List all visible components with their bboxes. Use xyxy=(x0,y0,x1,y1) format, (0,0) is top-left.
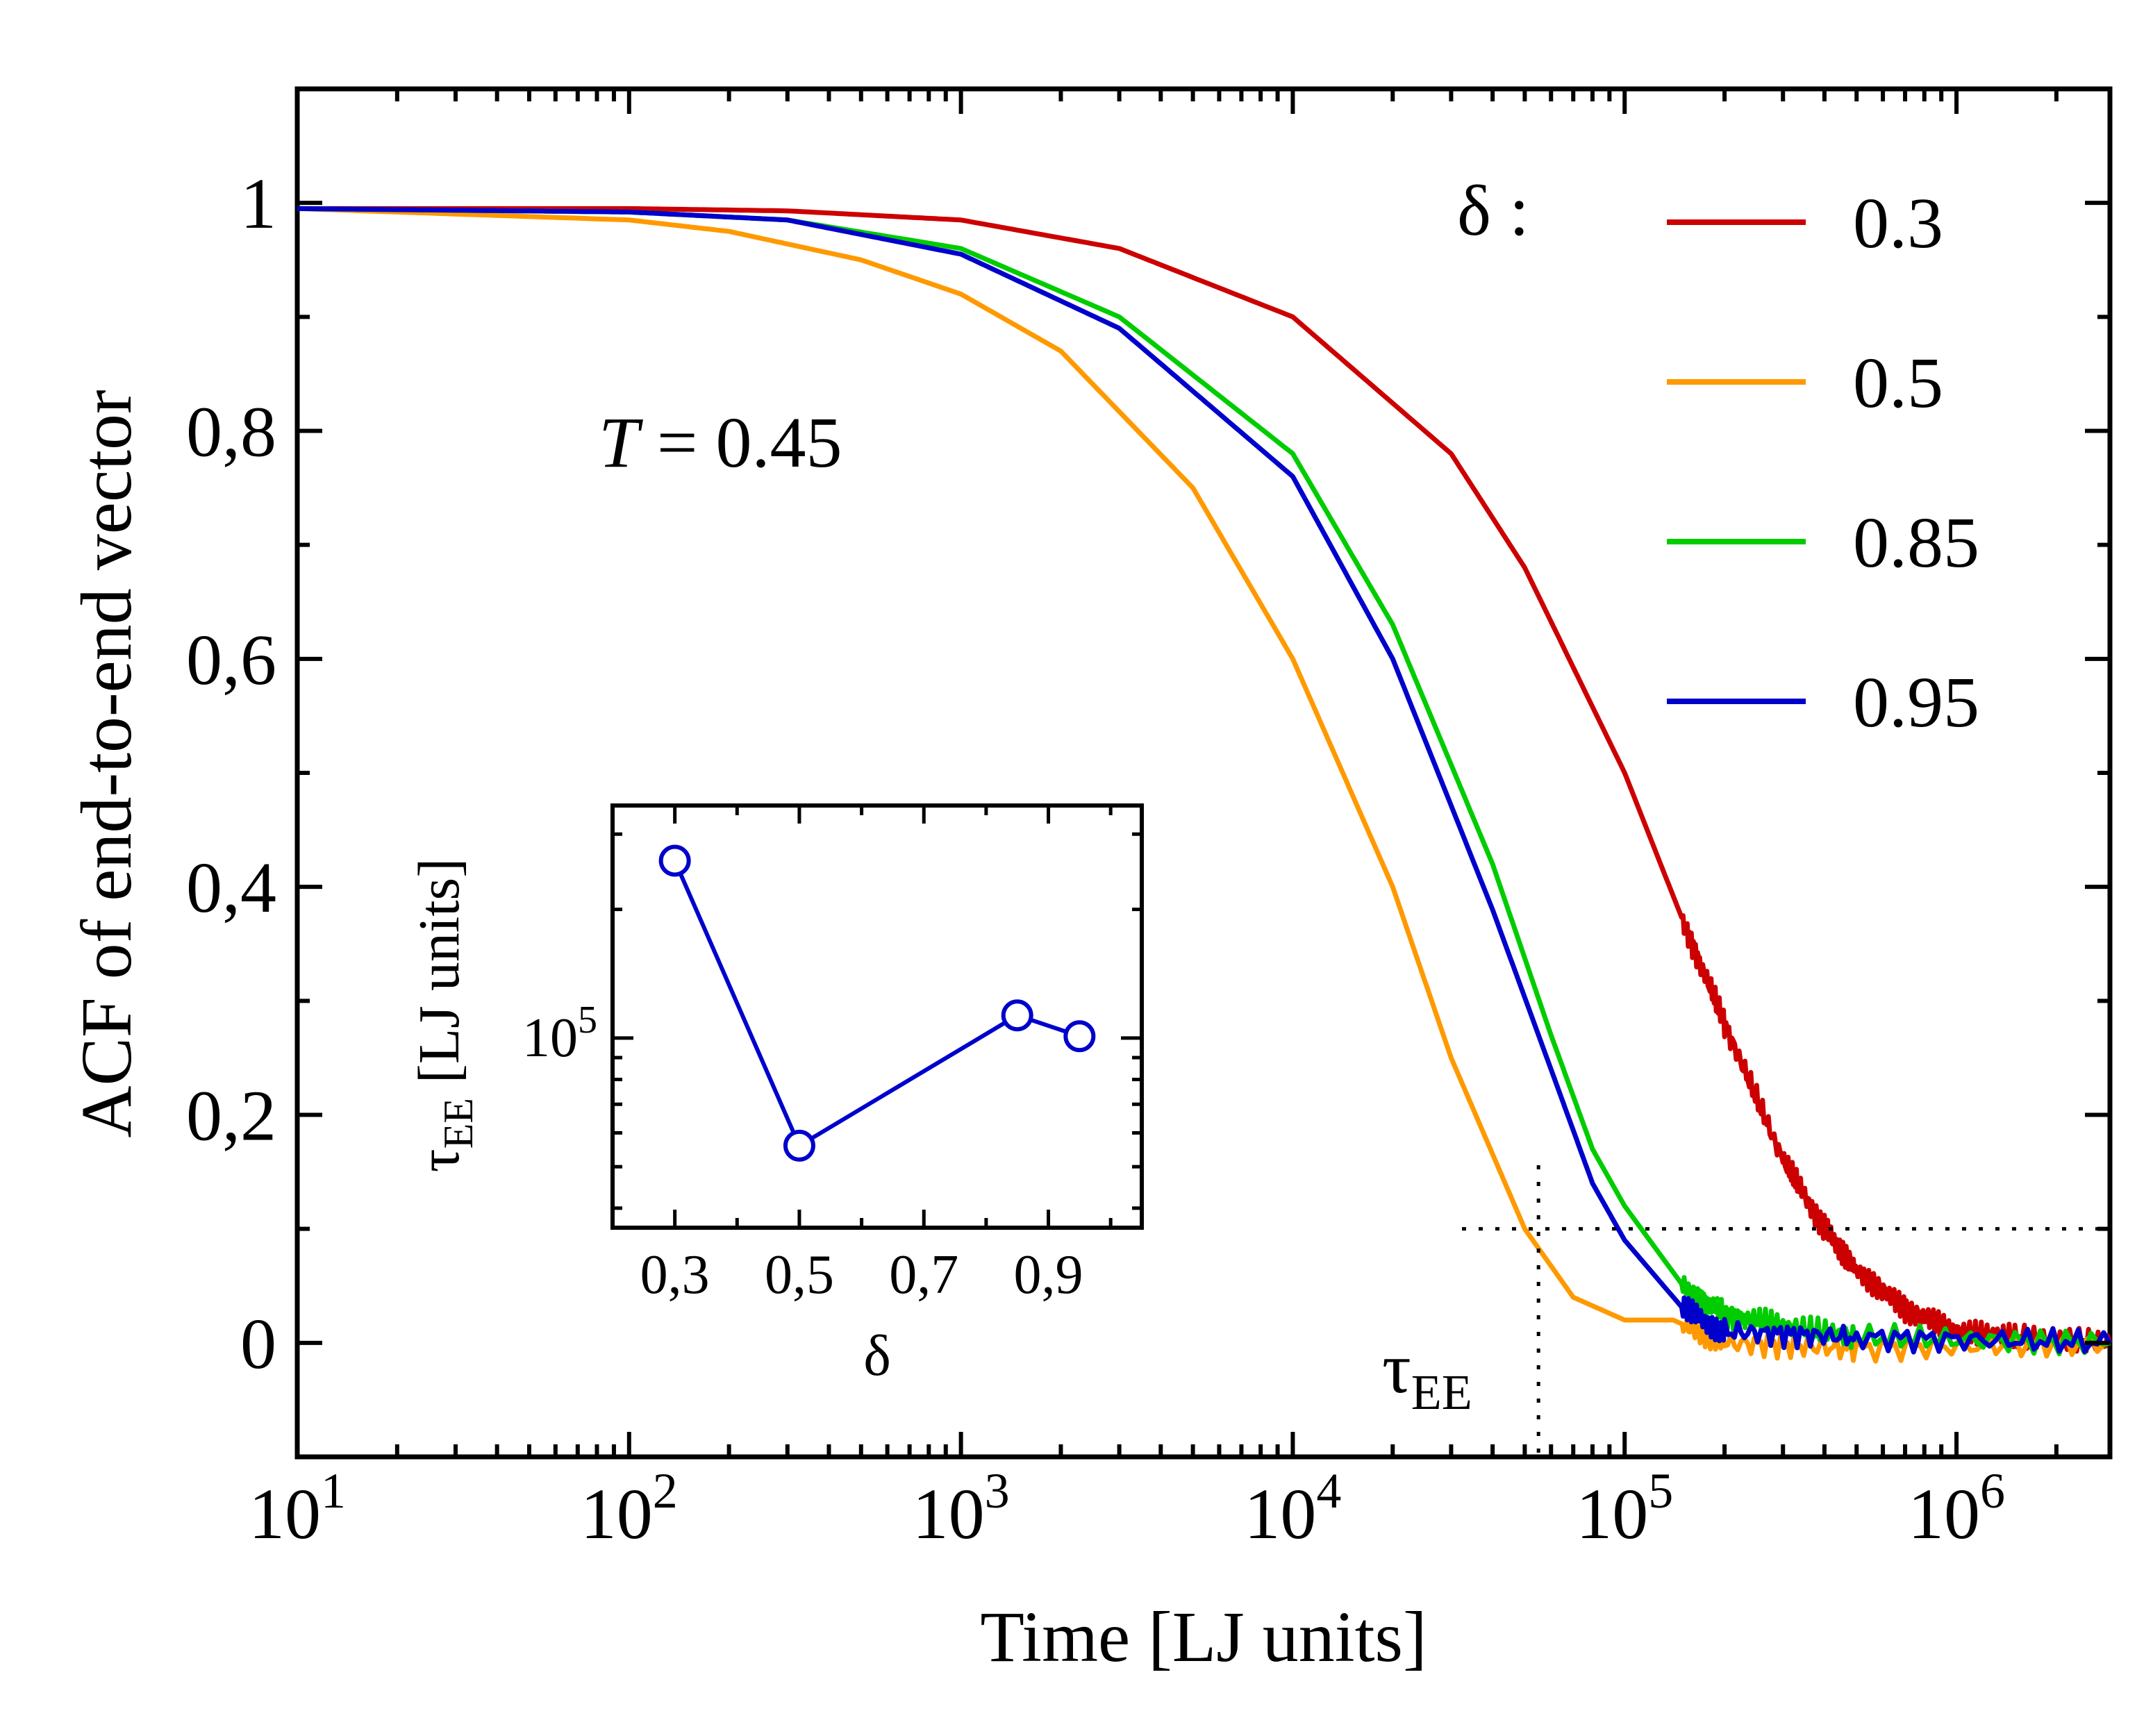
x-tick-label: 106 xyxy=(1908,1463,2005,1554)
x-tick-label-exponent: 6 xyxy=(1980,1463,2005,1519)
inset-y-tick-label: 105 xyxy=(522,999,597,1069)
inset-ticks xyxy=(613,806,1142,1228)
legend-title: δ : xyxy=(1457,171,1529,251)
y-tick-label: 0,4 xyxy=(186,848,276,928)
legend-entry-0.85: 0.85 xyxy=(1667,503,1979,583)
y-tick-label: 0,8 xyxy=(186,392,276,472)
tau-ee-label: τEE xyxy=(1382,1328,1472,1420)
temperature-value: = 0.45 xyxy=(639,403,842,483)
inset-marker xyxy=(1001,999,1033,1032)
inset-y-tick-label-base: 10 xyxy=(522,1008,578,1069)
x-tick-label: 101 xyxy=(249,1463,346,1554)
legend-label: 0.3 xyxy=(1853,183,1943,263)
x-tick-label: 102 xyxy=(581,1463,678,1554)
main-ticks xyxy=(295,89,2110,1457)
inset-marker xyxy=(658,844,691,877)
legend-label: 0.95 xyxy=(1853,662,1979,742)
legend-entry-0.3: 0.3 xyxy=(1667,183,1943,263)
x-tick-label-exponent: 4 xyxy=(1316,1463,1341,1519)
legend-entry-0.5: 0.5 xyxy=(1667,343,1943,423)
temperature-symbol: T xyxy=(599,403,643,483)
temperature-annotation: T = 0.45 xyxy=(599,403,842,483)
inset-y-title-unit: [LJ units] xyxy=(407,858,472,1098)
x-tick-label-exponent: 3 xyxy=(985,1463,1010,1519)
main-series-group xyxy=(297,206,2113,1364)
tau-ee-symbol: τ xyxy=(1382,1328,1411,1408)
series-line-0.85 xyxy=(297,206,2111,1357)
inset-series xyxy=(658,844,1096,1162)
y-axis-title: ACF of end-to-end vector xyxy=(67,390,147,1137)
x-tick-labels: 101 102 103 104 105 106 xyxy=(249,1463,2005,1554)
inset-x-tick-labels: 0,3 0,5 0,7 0,9 xyxy=(640,1244,1083,1305)
inset-y-tick-labels: 105 xyxy=(522,999,597,1069)
legend-label: 0.5 xyxy=(1853,343,1943,423)
series-line-0.5 xyxy=(297,206,2111,1364)
inset-y-tick-label-exponent: 5 xyxy=(578,999,597,1042)
x-tick-label-base: 10 xyxy=(913,1474,985,1554)
x-tick-label-base: 10 xyxy=(1908,1474,1980,1554)
x-tick-label-base: 10 xyxy=(581,1474,653,1554)
y-tick-label: 1 xyxy=(240,164,276,244)
legend-label: 0.85 xyxy=(1853,503,1979,583)
inset-plot: 0,3 0,5 0,7 0,9 105 δ τEE [LJ units] xyxy=(407,803,1144,1388)
main-plot: 101 102 103 104 105 106 00,20,40,60,81 Time [… xyxy=(67,86,2113,1677)
inset-x-tick-label: 0,9 xyxy=(1014,1244,1083,1305)
inset-y-title-symbol: τ xyxy=(407,1149,472,1172)
inset-y-axis-title: τEE [LJ units] xyxy=(407,858,481,1172)
inset-marker xyxy=(1063,1020,1096,1053)
series-line-0.95 xyxy=(297,206,2112,1355)
inset-x-axis-title: δ xyxy=(863,1324,891,1388)
x-tick-label-exponent: 1 xyxy=(321,1463,346,1519)
inset-x-tick-label: 0,3 xyxy=(640,1244,710,1305)
legend: 0.3 0.5 0.85 0.95 xyxy=(1667,183,1979,742)
series-line-0.3 xyxy=(297,206,2113,1354)
x-tick-label-exponent: 5 xyxy=(1648,1463,1673,1519)
inset-frame xyxy=(610,803,1144,1230)
x-tick-label: 103 xyxy=(913,1463,1010,1554)
x-tick-label: 104 xyxy=(1244,1463,1341,1554)
y-tick-label: 0,6 xyxy=(186,620,276,700)
inset-marker xyxy=(783,1129,815,1162)
x-tick-label: 105 xyxy=(1576,1463,1673,1554)
inset-x-tick-label: 0,5 xyxy=(765,1244,834,1305)
x-tick-label-base: 10 xyxy=(1576,1474,1648,1554)
tau-ee-subscript: EE xyxy=(1411,1364,1472,1420)
y-tick-labels: 0 0,2 0,4 0,6 0,8 1 xyxy=(186,164,276,1384)
x-axis-title: Time [LJ units] xyxy=(980,1597,1427,1677)
x-tick-label-exponent: 2 xyxy=(653,1463,678,1519)
inset-line xyxy=(672,860,1081,1149)
inset-x-tick-label: 0,7 xyxy=(889,1244,958,1305)
legend-entry-0.95: 0.95 xyxy=(1667,662,1979,742)
y-tick-label: 0,2 xyxy=(186,1076,276,1156)
y-tick-label: 0 xyxy=(240,1304,276,1384)
inset-y-title-subscript: EE xyxy=(435,1098,481,1149)
x-tick-label-base: 10 xyxy=(249,1474,321,1554)
x-tick-label-base: 10 xyxy=(1244,1474,1316,1554)
